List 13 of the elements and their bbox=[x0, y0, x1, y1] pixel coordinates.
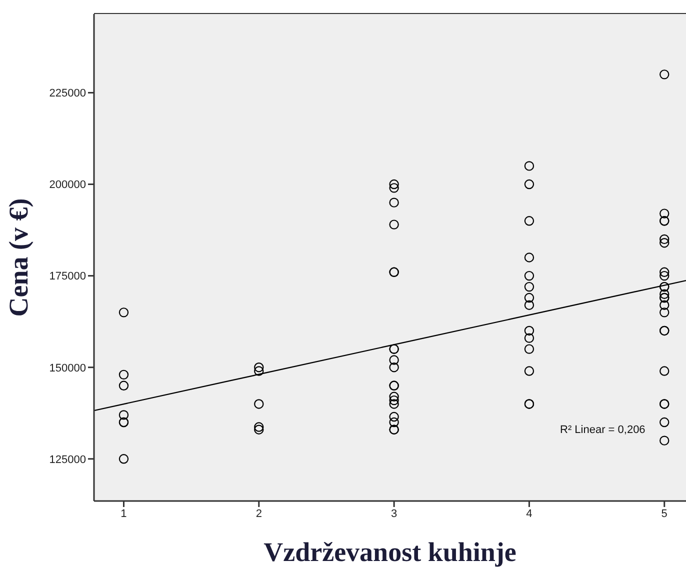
y-tick-label: 175000 bbox=[49, 270, 86, 283]
y-axis-title: Cena (v €) bbox=[4, 198, 34, 317]
x-tick-label: 3 bbox=[390, 508, 398, 520]
y-tick-label: 150000 bbox=[49, 362, 86, 374]
x-tick-label: 5 bbox=[661, 508, 668, 520]
annotation: R² Linear = 0,206 bbox=[560, 424, 646, 436]
y-tick-label: 200000 bbox=[49, 179, 86, 192]
y-tick-label: 225000 bbox=[49, 88, 86, 100]
y-tick-label: 125000 bbox=[49, 454, 86, 466]
x-axis-title: Vzdrževanost kuhinje bbox=[264, 537, 516, 567]
x-tick-label: 1 bbox=[120, 508, 127, 520]
x-tick-label: 4 bbox=[526, 508, 532, 520]
x-tick-label: 2 bbox=[256, 508, 262, 520]
